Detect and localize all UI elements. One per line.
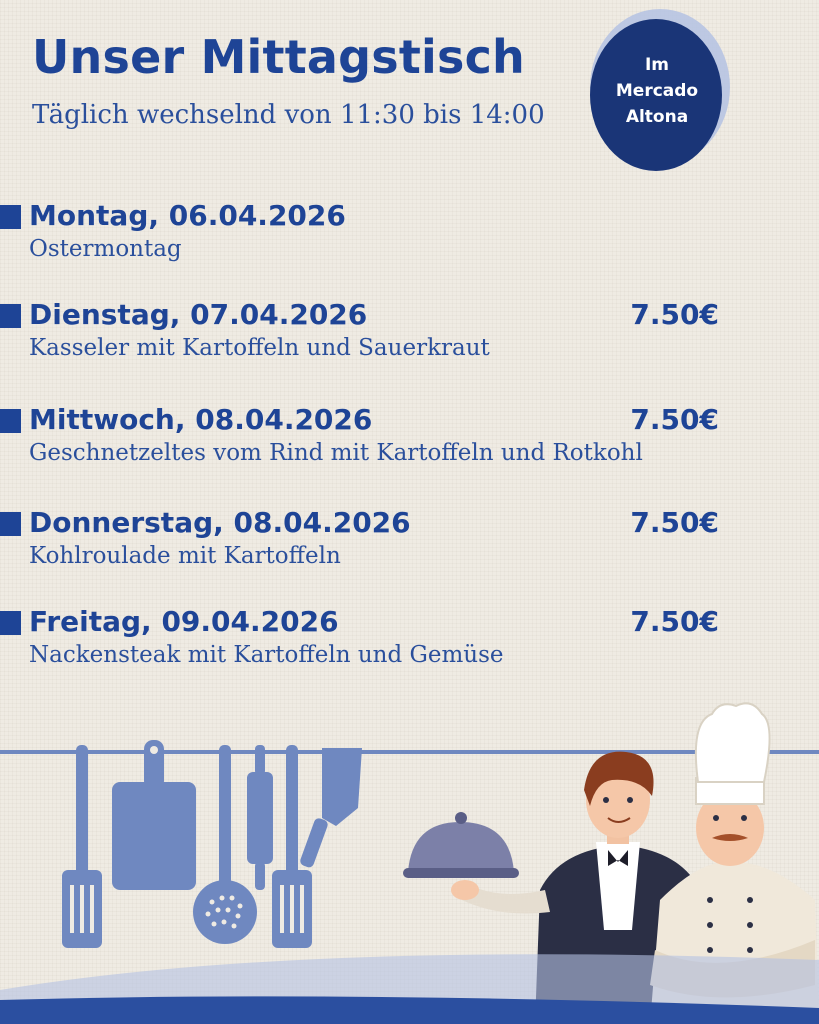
bullet-marker — [0, 512, 21, 536]
location-badge-text: Im Mercado Altona — [592, 52, 722, 130]
rolling-pin-icon — [247, 745, 273, 890]
menu-dish: Kasseler mit Kartoffeln und Sauerkraut — [29, 335, 490, 361]
opening-hours: Täglich wechselnd von 11:30 bis 14:00 — [32, 100, 545, 130]
menu-date: Montag, 06.04.2026 — [29, 199, 346, 232]
menu-date: Donnerstag, 08.04.2026 — [29, 506, 411, 539]
serving-cloche-icon — [403, 812, 519, 878]
wave-decoration-dark — [0, 996, 819, 1024]
bullet-marker — [0, 611, 21, 635]
menu-day-wednesday: Mittwoch, 08.04.2026 7.50€ Geschnetzelte… — [0, 403, 819, 483]
menu-dish: Geschnetzeltes vom Rind mit Kartoffeln u… — [29, 440, 643, 466]
menu-day-tuesday: Dienstag, 07.04.2026 7.50€ Kasseler mit … — [0, 298, 819, 378]
utensil-rail — [0, 750, 819, 754]
badge-line-3: Altona — [625, 107, 689, 127]
menu-day-monday: Montag, 06.04.2026 Ostermontag — [0, 199, 819, 279]
cleaver-icon — [300, 748, 362, 868]
page-title: Unser Mittagstisch — [32, 30, 526, 84]
menu-price: 7.50€ — [630, 298, 719, 331]
menu-dish: Ostermontag — [29, 236, 182, 262]
cutting-board-icon — [112, 740, 196, 890]
menu-price: 7.50€ — [630, 403, 719, 436]
badge-line-2: Mercado — [615, 81, 699, 101]
menu-price: 7.50€ — [630, 605, 719, 638]
menu-price: 7.50€ — [630, 506, 719, 539]
spatula-icon — [62, 745, 102, 948]
kitchen-illustration — [0, 702, 819, 1024]
bullet-marker — [0, 409, 21, 433]
menu-day-thursday: Donnerstag, 08.04.2026 7.50€ Kohlroulade… — [0, 506, 819, 586]
location-badge — [590, 9, 730, 171]
turner-icon — [272, 745, 312, 948]
menu-day-friday: Freitag, 09.04.2026 7.50€ Nackensteak mi… — [0, 605, 819, 685]
badge-line-1: Im — [644, 55, 670, 75]
menu-dish: Nackensteak mit Kartoffeln und Gemüse — [29, 642, 504, 668]
menu-dish: Kohlroulade mit Kartoffeln — [29, 543, 341, 569]
menu-date: Dienstag, 07.04.2026 — [29, 298, 368, 331]
menu-date: Freitag, 09.04.2026 — [29, 605, 339, 638]
menu-date: Mittwoch, 08.04.2026 — [29, 403, 373, 436]
bullet-marker — [0, 304, 21, 328]
bullet-marker — [0, 205, 21, 229]
skimmer-icon — [193, 745, 257, 944]
